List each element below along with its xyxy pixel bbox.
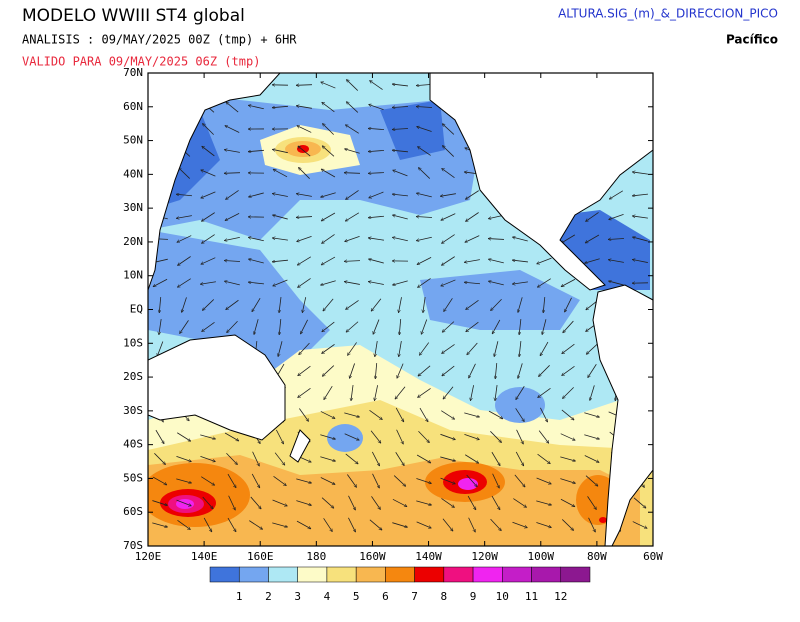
colorbar-swatch <box>385 567 414 582</box>
colorbar-label: 2 <box>265 590 272 603</box>
wave-zone <box>297 145 309 153</box>
lon-label: 140E <box>191 550 218 563</box>
colorbar-label: 8 <box>441 590 448 603</box>
lat-label: 50S <box>123 471 143 484</box>
lat-label: 10N <box>123 269 143 282</box>
colorbar-swatch <box>239 567 268 582</box>
lat-label: 30S <box>123 404 143 417</box>
lat-label: 20S <box>123 370 143 383</box>
lat-label: 60N <box>123 100 143 113</box>
colorbar-label: 10 <box>496 590 509 603</box>
colorbar-label: 11 <box>525 590 538 603</box>
lon-label: 160W <box>359 550 386 563</box>
lat-label: 40N <box>123 167 143 180</box>
colorbar-swatch <box>356 567 385 582</box>
colorbar-swatch <box>532 567 561 582</box>
lat-label: 40S <box>123 438 143 451</box>
colorbar-label: 3 <box>294 590 301 603</box>
lat-label: 50N <box>123 134 143 147</box>
colorbar-label: 4 <box>324 590 331 603</box>
lon-label: 60W <box>643 550 663 563</box>
lon-label: 160E <box>247 550 274 563</box>
colorbar-label: 7 <box>411 590 418 603</box>
region: Pacífico <box>726 33 778 47</box>
lat-label: EQ <box>130 303 143 316</box>
colorbar-swatch <box>473 567 502 582</box>
lat-label: 70N <box>123 66 143 79</box>
colorbar-swatch <box>415 567 444 582</box>
map <box>140 73 653 546</box>
lon-label: 100W <box>528 550 555 563</box>
colorbar-label: 1 <box>236 590 243 603</box>
colorbar-swatch <box>298 567 327 582</box>
lon-label: 120W <box>471 550 498 563</box>
colorbar-swatch <box>210 567 239 582</box>
title: MODELO WWIII ST4 global <box>22 6 245 26</box>
lon-label: 140W <box>415 550 442 563</box>
colorbar-label: 6 <box>382 590 389 603</box>
colorbar-label: 12 <box>554 590 567 603</box>
colorbar-swatch <box>502 567 531 582</box>
colorbar-swatch <box>327 567 356 582</box>
colorbar-swatch <box>268 567 297 582</box>
lon-label: 120E <box>135 550 162 563</box>
colorbar-label: 5 <box>353 590 360 603</box>
lon-label: 80W <box>587 550 607 563</box>
lat-label: 60S <box>123 505 143 518</box>
lon-label: 180 <box>306 550 326 563</box>
wave-zone <box>599 517 607 523</box>
lat-label: 20N <box>123 235 143 248</box>
lat-label: 10S <box>123 336 143 349</box>
wave-zone <box>176 499 194 509</box>
analysis: ANALISIS : 09/MAY/2025 00Z (tmp) + 6HR <box>22 33 297 47</box>
colorbar-label: 9 <box>470 590 477 603</box>
lat-label: 30N <box>123 201 143 214</box>
product: ALTURA.SIG_(m)_&_DIRECCION_PICO <box>558 7 778 21</box>
colorbar-swatch <box>561 567 590 582</box>
colorbar-swatch <box>444 567 473 582</box>
